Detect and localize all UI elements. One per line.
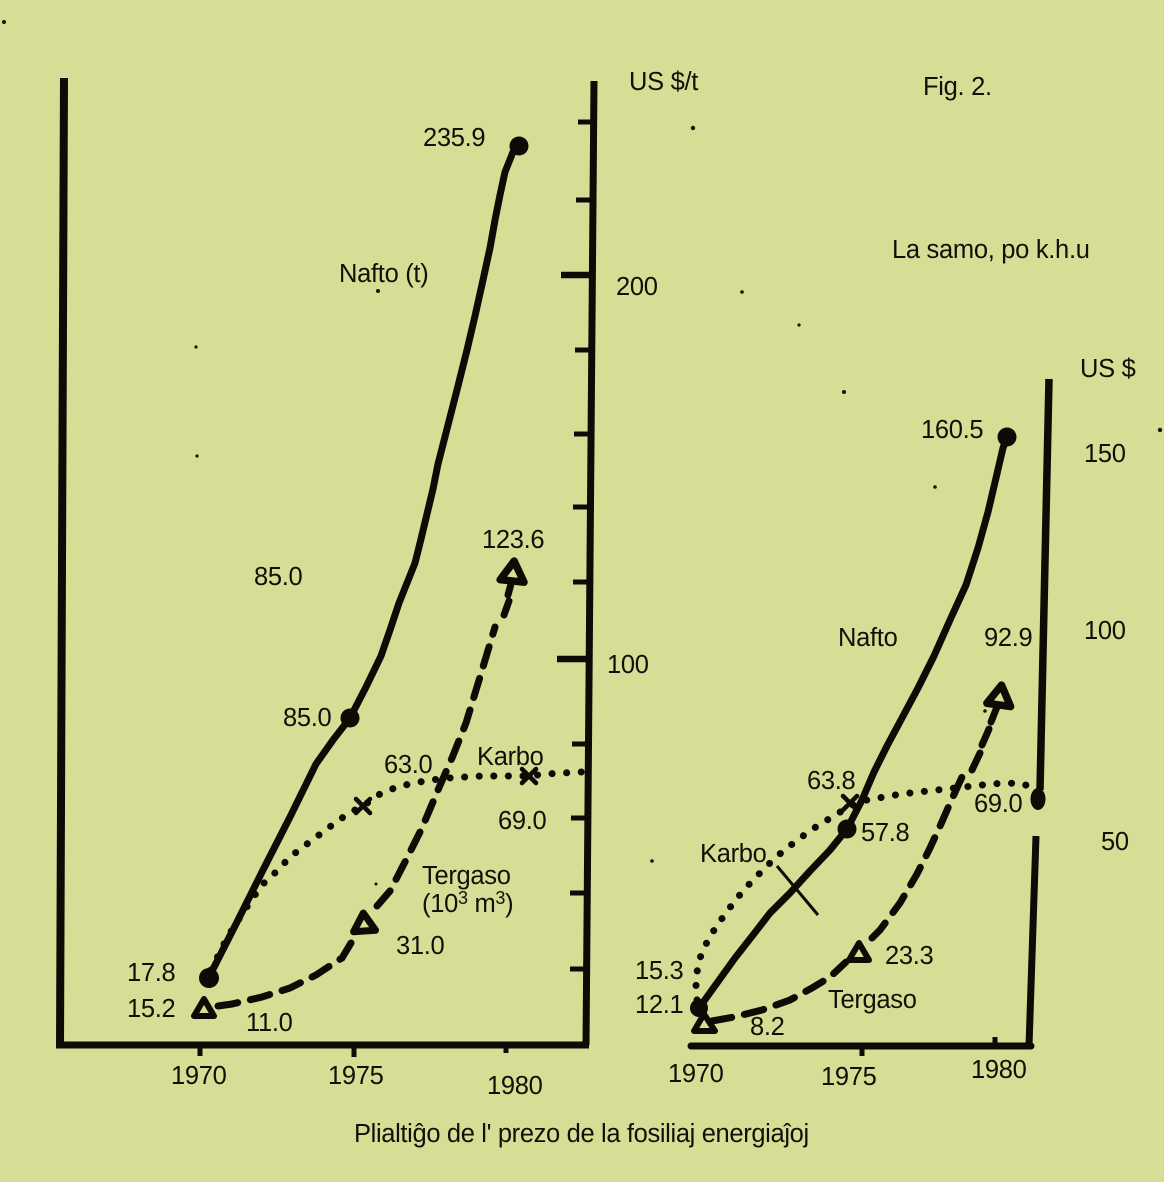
svg-text:La samo, po k.h.u: La samo, po k.h.u xyxy=(892,236,1090,264)
svg-text:1975: 1975 xyxy=(328,1062,384,1090)
svg-text:11.0: 11.0 xyxy=(246,1009,293,1037)
svg-text:85.0: 85.0 xyxy=(283,704,332,732)
svg-text:31.0: 31.0 xyxy=(396,932,445,960)
svg-text:200: 200 xyxy=(616,273,658,301)
svg-text:92.9: 92.9 xyxy=(984,624,1032,652)
svg-text:50: 50 xyxy=(1101,828,1129,856)
svg-text:Karbo: Karbo xyxy=(700,840,767,868)
svg-text:12.1: 12.1 xyxy=(635,991,683,1019)
svg-text:1980: 1980 xyxy=(971,1056,1027,1084)
svg-text:57.8: 57.8 xyxy=(861,819,910,847)
svg-text:15.2: 15.2 xyxy=(127,995,175,1023)
svg-text:85.0: 85.0 xyxy=(254,563,303,591)
svg-text:17.8: 17.8 xyxy=(127,959,176,987)
svg-text:1975: 1975 xyxy=(821,1063,877,1091)
svg-text:15.3: 15.3 xyxy=(635,957,684,985)
svg-text:Tergaso: Tergaso xyxy=(828,986,917,1014)
svg-text:Tergaso: Tergaso xyxy=(422,862,511,890)
svg-text:235.9: 235.9 xyxy=(423,124,485,152)
svg-text:23.3: 23.3 xyxy=(885,942,934,970)
svg-text:1980: 1980 xyxy=(487,1072,543,1100)
svg-text:Nafto (t): Nafto (t) xyxy=(339,260,428,288)
svg-text:63.0: 63.0 xyxy=(384,751,433,779)
svg-text:69.0: 69.0 xyxy=(498,807,547,835)
svg-text:69.0: 69.0 xyxy=(974,790,1023,818)
svg-text:160.5: 160.5 xyxy=(921,416,983,444)
svg-text:1970: 1970 xyxy=(171,1062,227,1090)
svg-text:8.2: 8.2 xyxy=(750,1013,785,1041)
svg-text:100: 100 xyxy=(607,651,649,679)
svg-text:100: 100 xyxy=(1084,617,1126,645)
svg-text:Karbo: Karbo xyxy=(477,743,544,771)
svg-text:123.6: 123.6 xyxy=(482,526,544,554)
svg-text:1970: 1970 xyxy=(668,1060,724,1088)
svg-text:Nafto: Nafto xyxy=(838,624,898,652)
svg-text:Plialtiĝo de l' prezo de la fo: Plialtiĝo de l' prezo de la fosiliaj ene… xyxy=(354,1120,809,1148)
svg-text:US $/t: US $/t xyxy=(629,68,698,96)
svg-text:US $: US $ xyxy=(1080,355,1136,383)
svg-text:150: 150 xyxy=(1084,440,1126,468)
svg-text:Fig. 2.: Fig. 2. xyxy=(923,73,992,101)
svg-text:63.8: 63.8 xyxy=(807,767,856,795)
